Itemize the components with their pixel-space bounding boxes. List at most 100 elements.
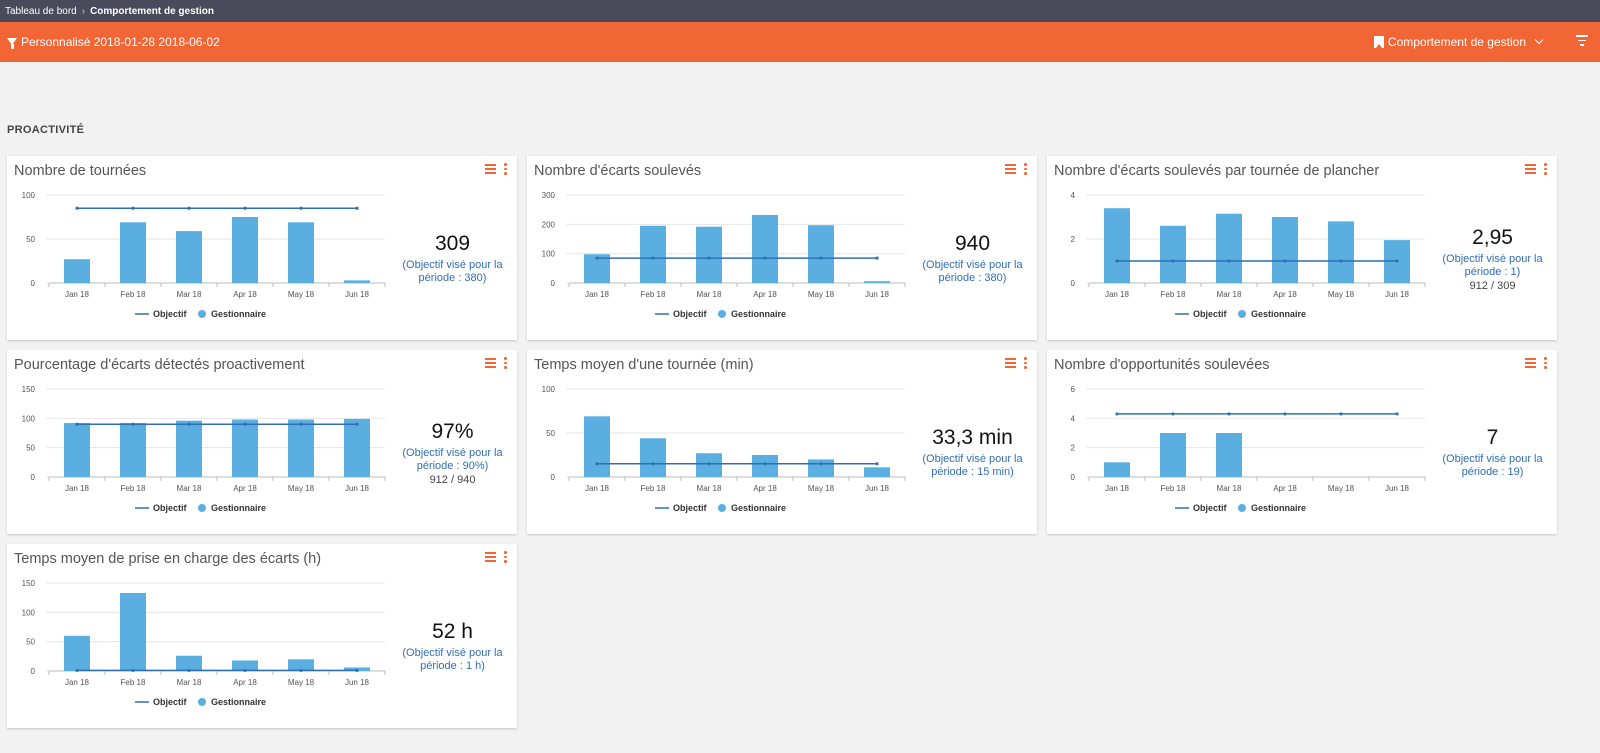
more-options-icon[interactable] <box>1024 163 1027 177</box>
legend-objective-label: Objectif <box>153 503 188 513</box>
filter-icon <box>7 37 17 49</box>
y-tick-label: 100 <box>22 191 36 200</box>
filter-menu-icon[interactable] <box>1576 35 1588 49</box>
breadcrumb: Tableau de bord › Comportement de gestio… <box>0 0 1600 22</box>
kpi-card: Temps moyen d'une tournée (min) 0 50 100 Ja… <box>527 350 1037 534</box>
objective-point <box>875 256 879 260</box>
objective-point <box>651 256 655 260</box>
more-options-icon[interactable] <box>1544 357 1547 371</box>
y-tick-label: 0 <box>31 473 36 482</box>
kpi-value: 33,3 min <box>932 426 1013 449</box>
legend-manager-marker <box>1238 504 1246 512</box>
kpi-card: Pourcentage d'écarts détectés proactivem… <box>7 350 517 534</box>
kpi-summary: 2,95 (Objectif visé pour la période : 1)… <box>1435 226 1550 292</box>
card-title: Nombre d'écarts soulevés par tournée de … <box>1054 163 1380 179</box>
bar-chart: 0 2 4 6 Jan 18 Feb 18 Mar 18 Apr 18 May 18 Jun 18… <box>1071 385 1426 513</box>
more-options-icon[interactable] <box>504 357 507 371</box>
objective-point <box>595 256 599 260</box>
legend-objective-label: Objectif <box>153 697 188 707</box>
list-icon[interactable] <box>1005 357 1016 370</box>
legend-manager-marker <box>718 310 726 318</box>
kpi-summary: 97% (Objectif visé pour la période : 90%… <box>395 420 510 486</box>
list-icon[interactable] <box>485 357 496 370</box>
legend-manager-label: Gestionnaire <box>731 503 786 513</box>
objective-point <box>75 668 79 673</box>
bar <box>640 438 666 477</box>
list-icon[interactable] <box>1525 357 1536 370</box>
card-title: Temps moyen de prise en charge des écart… <box>14 551 322 567</box>
kpi-summary: 940 (Objectif visé pour la période : 380… <box>915 232 1030 286</box>
breadcrumb-item-current: Comportement de gestion <box>90 5 214 17</box>
x-tick-label: Feb 18 <box>121 484 146 493</box>
y-tick-label: 0 <box>1071 473 1076 482</box>
kpi-card: Nombre d'écarts soulevés 0 100 200 300 Jan 1… <box>527 156 1037 340</box>
bar <box>1160 433 1186 477</box>
legend-manager-label: Gestionnaire <box>731 309 786 319</box>
more-options-icon[interactable] <box>1544 163 1547 177</box>
x-tick-label: Apr 18 <box>753 290 777 299</box>
x-tick-label: Jan 18 <box>65 290 90 299</box>
kpi-value: 97% <box>431 420 474 443</box>
y-tick-label: 0 <box>1071 279 1076 288</box>
legend-objective-label: Objectif <box>1193 503 1228 513</box>
objective-point <box>875 462 879 466</box>
legend-objective-label: Objectif <box>1193 309 1228 319</box>
x-tick-label: Jun 18 <box>345 678 370 687</box>
more-options-icon[interactable] <box>1024 357 1027 371</box>
bar <box>120 423 146 477</box>
legend-manager-marker <box>198 310 206 318</box>
bar <box>232 217 258 283</box>
filter-bar: Personnalisé 2018-01-28 2018-06-02 Compo… <box>0 22 1600 62</box>
legend-manager-label: Gestionnaire <box>211 503 266 513</box>
period-filter[interactable]: Personnalisé 2018-01-28 2018-06-02 <box>0 35 220 49</box>
legend-manager-marker <box>1238 310 1246 318</box>
view-selector[interactable]: Comportement de gestion <box>1373 35 1544 49</box>
kpi-value: 7 <box>1486 426 1499 449</box>
bar <box>1216 213 1242 283</box>
objective-point <box>187 422 191 426</box>
kpi-summary: 33,3 min (Objectif visé pour la période … <box>915 426 1030 480</box>
kpi-value: 52 h <box>432 620 473 643</box>
kpi-objective: (Objectif visé pour la période : 90%) <box>402 447 503 472</box>
objective-point <box>1227 412 1231 416</box>
x-tick-label: Feb 18 <box>641 484 666 493</box>
legend-objective-label: Objectif <box>673 309 708 319</box>
list-icon[interactable] <box>485 551 496 564</box>
card-title: Nombre d'opportunités soulevées <box>1054 357 1270 373</box>
x-tick-label: Jun 18 <box>865 484 890 493</box>
bar <box>120 592 146 671</box>
bar <box>344 418 370 477</box>
list-icon[interactable] <box>1525 163 1536 176</box>
x-tick-label: Jan 18 <box>585 290 610 299</box>
more-options-icon[interactable] <box>504 163 507 177</box>
objective-point <box>355 668 359 673</box>
x-tick-label: Jan 18 <box>65 678 90 687</box>
y-tick-label: 6 <box>1071 385 1076 394</box>
list-icon[interactable] <box>485 163 496 176</box>
bar <box>864 281 890 283</box>
chevron-down-icon <box>1534 35 1544 45</box>
y-tick-label: 0 <box>551 473 556 482</box>
bar <box>808 459 834 477</box>
x-tick-label: Jun 18 <box>345 290 370 299</box>
legend-manager-label: Gestionnaire <box>211 697 266 707</box>
legend-objective-label: Objectif <box>673 503 708 513</box>
breadcrumb-item-dashboard[interactable]: Tableau de bord <box>5 5 77 17</box>
x-tick-label: May 18 <box>288 484 315 493</box>
bar <box>288 419 314 477</box>
bar-chart: 0 50 100 150 Jan 18 Feb 18 Mar 18 Apr 18 May 18 J… <box>22 579 386 707</box>
bar <box>1328 221 1354 283</box>
list-icon[interactable] <box>1005 163 1016 176</box>
kpi-objective: (Objectif visé pour la période : 380) <box>402 259 503 284</box>
bar-chart: 0 100 200 300 Jan 18 Feb 18 Mar 18 Apr 18 May 18… <box>542 191 906 319</box>
kpi-card: Nombre d'opportunités soulevées 0 2 4 6 Jan … <box>1047 350 1557 534</box>
objective-point <box>595 462 599 466</box>
bar <box>288 222 314 283</box>
bar <box>176 655 202 671</box>
bar <box>232 419 258 477</box>
objective-point <box>1115 412 1119 416</box>
bar <box>640 225 666 283</box>
y-tick-label: 300 <box>542 191 556 200</box>
more-options-icon[interactable] <box>504 551 507 565</box>
y-tick-label: 50 <box>26 235 35 244</box>
